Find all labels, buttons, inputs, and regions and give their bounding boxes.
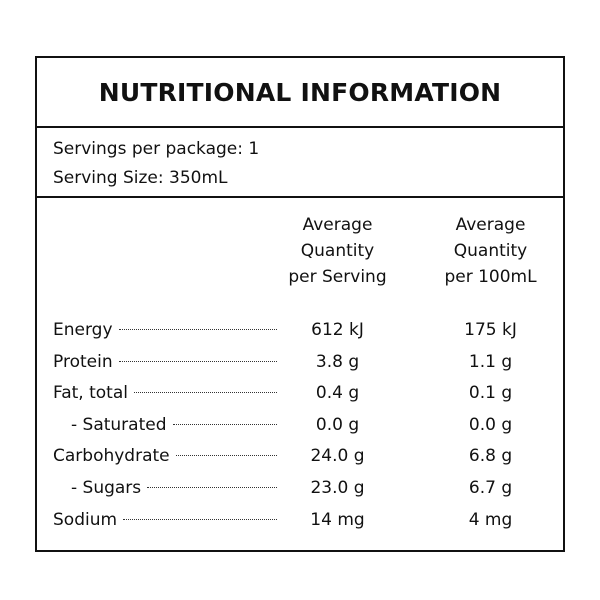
header-line: Average <box>455 215 526 235</box>
nutrient-label: - Sugars <box>71 477 142 498</box>
header-line: Quantity <box>453 241 528 261</box>
dot-leader <box>133 392 277 394</box>
dot-leader <box>118 360 277 362</box>
nutrient-row-fat-total: Fat, total 0.4 g 0.1 g <box>37 378 563 410</box>
nutrient-row-sugars: - Sugars 23.0 g 6.7 g <box>37 473 563 505</box>
value-per-serving: 0.0 g <box>315 414 360 435</box>
header-line: Average <box>302 215 373 235</box>
nutrient-label: Protein <box>53 351 113 372</box>
value-per-100ml: 175 kJ <box>464 320 517 340</box>
value-per-serving: 24.0 g <box>310 446 365 467</box>
nutrient-rows: Energy 612 kJ 175 kJ Protein 3.8 g 1.1 g… <box>37 315 563 536</box>
value-per-100ml: 0.1 g <box>468 383 513 404</box>
value-per-100ml: 1.1 g <box>468 351 513 372</box>
nutrient-row-carbohydrate: Carbohydrate 24.0 g 6.8 g <box>37 441 563 473</box>
nutrient-label: Carbohydrate <box>53 446 170 467</box>
nutrient-row-saturated: - Saturated 0.0 g 0.0 g <box>37 410 563 442</box>
value-per-100ml: 6.8 g <box>468 446 513 467</box>
nutrient-label: - Saturated <box>71 414 167 435</box>
dot-leader <box>172 423 277 425</box>
value-per-serving: 23.0 g <box>310 477 365 498</box>
label-wrap: Protein <box>53 347 277 379</box>
column-header-per-100ml: Average Quantity per 100mL <box>422 212 559 290</box>
nutrient-label: Fat, total <box>53 383 128 404</box>
value-per-100ml: 4 mg <box>468 509 513 530</box>
nutrition-table: Average Quantity per Serving Average Qua… <box>37 198 563 548</box>
value-per-serving: 0.4 g <box>315 383 360 404</box>
value-per-serving: 612 kJ <box>311 320 364 340</box>
header-line: Quantity <box>300 241 375 261</box>
value-per-100ml: 0.0 g <box>468 414 513 435</box>
value-per-serving: 3.8 g <box>315 351 360 372</box>
nutrient-label: Sodium <box>53 509 118 530</box>
nutrient-label: Energy <box>53 320 113 340</box>
serving-size: Serving Size: 350mL <box>53 168 228 188</box>
label-wrap: - Saturated <box>71 410 277 442</box>
nutrient-row-protein: Protein 3.8 g 1.1 g <box>37 347 563 379</box>
header-line: per Serving <box>288 267 387 287</box>
nutrition-panel: NUTRITIONAL INFORMATION Servings per pac… <box>35 56 565 552</box>
label-wrap: Sodium <box>53 505 277 537</box>
dot-leader <box>118 329 277 330</box>
panel-title: NUTRITIONAL INFORMATION <box>98 77 502 107</box>
value-per-serving: 14 mg <box>310 509 365 530</box>
header-line: per 100mL <box>444 267 537 287</box>
label-wrap: Fat, total <box>53 378 277 410</box>
nutrient-row-sodium: Sodium 14 mg 4 mg <box>37 505 563 537</box>
title-section: NUTRITIONAL INFORMATION <box>37 58 563 128</box>
label-wrap: - Sugars <box>71 473 277 505</box>
label-wrap: Carbohydrate <box>53 441 277 473</box>
dot-leader <box>147 486 277 488</box>
dot-leader <box>123 518 277 520</box>
dot-leader <box>175 455 277 457</box>
nutrient-row-energy: Energy 612 kJ 175 kJ <box>37 315 563 347</box>
label-wrap: Energy <box>53 315 277 347</box>
column-header-per-serving: Average Quantity per Serving <box>265 212 410 290</box>
serving-info-section: Servings per package: 1 Serving Size: 35… <box>37 128 563 198</box>
servings-per-package: Servings per package: 1 <box>53 139 260 159</box>
value-per-100ml: 6.7 g <box>468 477 513 498</box>
